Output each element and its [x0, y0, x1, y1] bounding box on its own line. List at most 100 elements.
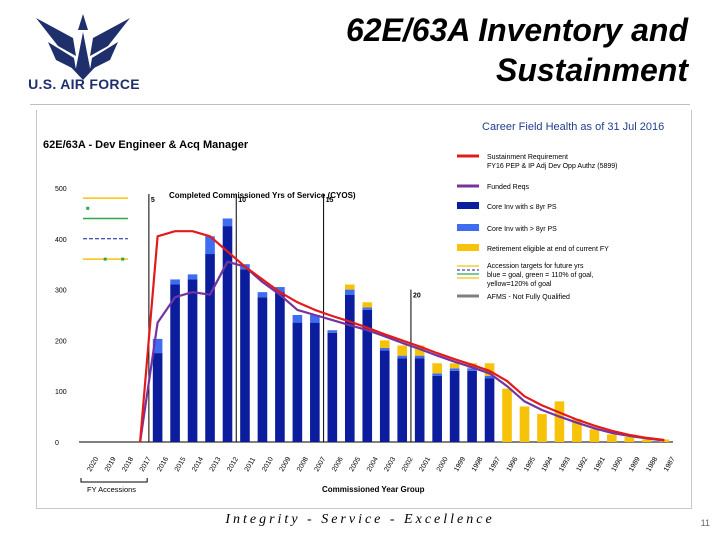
x-tick-label: 1994	[541, 456, 555, 473]
bar-segment	[572, 419, 582, 442]
accession-point	[121, 257, 125, 261]
y-tick-label: 200	[55, 338, 67, 345]
x-tick-label: 2014	[191, 456, 205, 473]
bar-segment	[222, 218, 233, 227]
legend-swatch	[457, 224, 479, 231]
bar-segment	[152, 353, 163, 442]
bar-segment	[344, 284, 355, 290]
bar-segment	[257, 297, 268, 442]
accession-bracket	[80, 478, 148, 483]
page-number: 11	[700, 518, 710, 528]
bar-segment	[170, 284, 180, 442]
accession-label: FY Accessions	[87, 485, 136, 494]
bar-segment	[484, 363, 495, 376]
legend-label: Retirement eligible at end of current FY	[487, 246, 609, 253]
bar-segment	[362, 307, 373, 310]
accession-point	[103, 257, 107, 261]
x-tick-label: 2002	[401, 456, 415, 473]
x-tick-label: 1996	[506, 456, 520, 473]
x-tick-label: 1991	[593, 456, 607, 473]
legend-label: yellow=120% of goal	[487, 281, 552, 288]
legend-label-afms: AFMS - Not Fully Qualified	[487, 294, 570, 301]
x-tick-label: 1988	[645, 456, 659, 473]
bar-segment	[397, 345, 408, 356]
bar-segment	[607, 434, 617, 442]
x-tick-label: 2020	[86, 456, 100, 473]
bar-segment	[502, 388, 512, 442]
bar-segment	[292, 315, 303, 323]
bar-segment	[310, 322, 320, 442]
inventory-chart: Career Field Health as of 31 Jul 2016 62E…	[43, 121, 677, 494]
footer-motto: Integrity - Service - Excellence	[225, 512, 495, 527]
funded-reqs-line	[139, 260, 665, 443]
chart-subtitle: Career Field Health as of 31 Jul 2016	[482, 121, 664, 133]
air-force-logo	[36, 14, 130, 80]
header-divider	[30, 104, 690, 105]
x-tick-label: 2009	[279, 456, 293, 473]
x-tick-label: 2008	[296, 456, 310, 473]
x-tick-label: 2013	[209, 456, 223, 473]
x-tick-label: 2019	[104, 456, 118, 473]
bar-segment	[240, 269, 250, 442]
bar-segment	[467, 370, 477, 442]
y-tick-label: 100	[55, 389, 67, 396]
plot-label: Completed Commissioned Yrs of Service (C…	[169, 191, 356, 200]
bar-segment	[205, 254, 215, 442]
x-tick-label: 1999	[453, 456, 467, 473]
bar-segment	[449, 368, 460, 371]
bar-segment	[432, 375, 442, 442]
x-axis-title: Commissioned Year Group	[322, 485, 425, 494]
bar-segment	[641, 439, 652, 442]
legend-swatch	[457, 202, 479, 209]
bar-segment	[449, 370, 460, 442]
legend-label: Sustainment Requirement	[487, 154, 568, 161]
yos-marker-label: 20	[413, 293, 421, 300]
bar-segment	[327, 332, 338, 442]
bar-segment	[257, 292, 268, 298]
x-tick-label: 2005	[348, 456, 362, 473]
y-tick-label: 400	[55, 237, 67, 244]
x-tick-label: 1987	[663, 456, 677, 473]
bar-segment	[344, 294, 355, 442]
x-tick-label: 1992	[576, 456, 590, 473]
x-tick-label: 2004	[366, 456, 380, 473]
bar-segment	[467, 368, 477, 371]
x-tick-label: 2010	[261, 456, 275, 473]
bar-segment	[379, 340, 390, 349]
bar-segment	[554, 401, 565, 442]
bar-segment	[275, 287, 285, 293]
bar-segment	[205, 236, 215, 255]
bar-segment	[170, 279, 180, 285]
bar-segment	[397, 355, 408, 359]
bar-segment	[327, 330, 338, 333]
x-tick-label: 2007	[314, 456, 328, 473]
x-tick-label: 1993	[558, 456, 572, 473]
legend-label: Core Inv with > 8yr PS	[487, 226, 557, 233]
x-tick-label: 2012	[226, 456, 240, 473]
bar-segment	[187, 274, 198, 280]
y-tick-label: 0	[55, 440, 59, 447]
bar-segment	[222, 226, 233, 442]
yos-marker-label: 15	[326, 197, 334, 204]
bar-segment	[484, 375, 495, 379]
legend-label: Core Inv with ≤ 8yr PS	[487, 204, 557, 211]
bar-segment	[449, 363, 460, 369]
bar-segment	[537, 414, 547, 442]
bar-segment	[432, 363, 442, 374]
bar-segment	[379, 348, 390, 351]
bar-segment	[310, 315, 320, 323]
legend-label: Funded Reqs	[487, 184, 530, 191]
bar-segment	[414, 345, 425, 356]
slide-title-line2: Sustainment	[495, 52, 688, 88]
legend-label: Accession targets for future yrs	[487, 263, 584, 270]
x-tick-label: 1990	[611, 456, 625, 473]
yos-marker-label: 10	[238, 197, 246, 204]
x-tick-label: 2016	[156, 456, 170, 473]
bar-segment	[152, 338, 163, 354]
legend-label: blue = goal, green = 110% of goal,	[487, 272, 594, 279]
yos-marker-label: 5	[151, 197, 155, 204]
x-tick-label: 2006	[331, 456, 345, 473]
bar-segment	[344, 289, 355, 295]
slide-title-line1: 62E/63A Inventory and	[345, 12, 688, 48]
x-tick-label: 2015	[174, 456, 188, 473]
